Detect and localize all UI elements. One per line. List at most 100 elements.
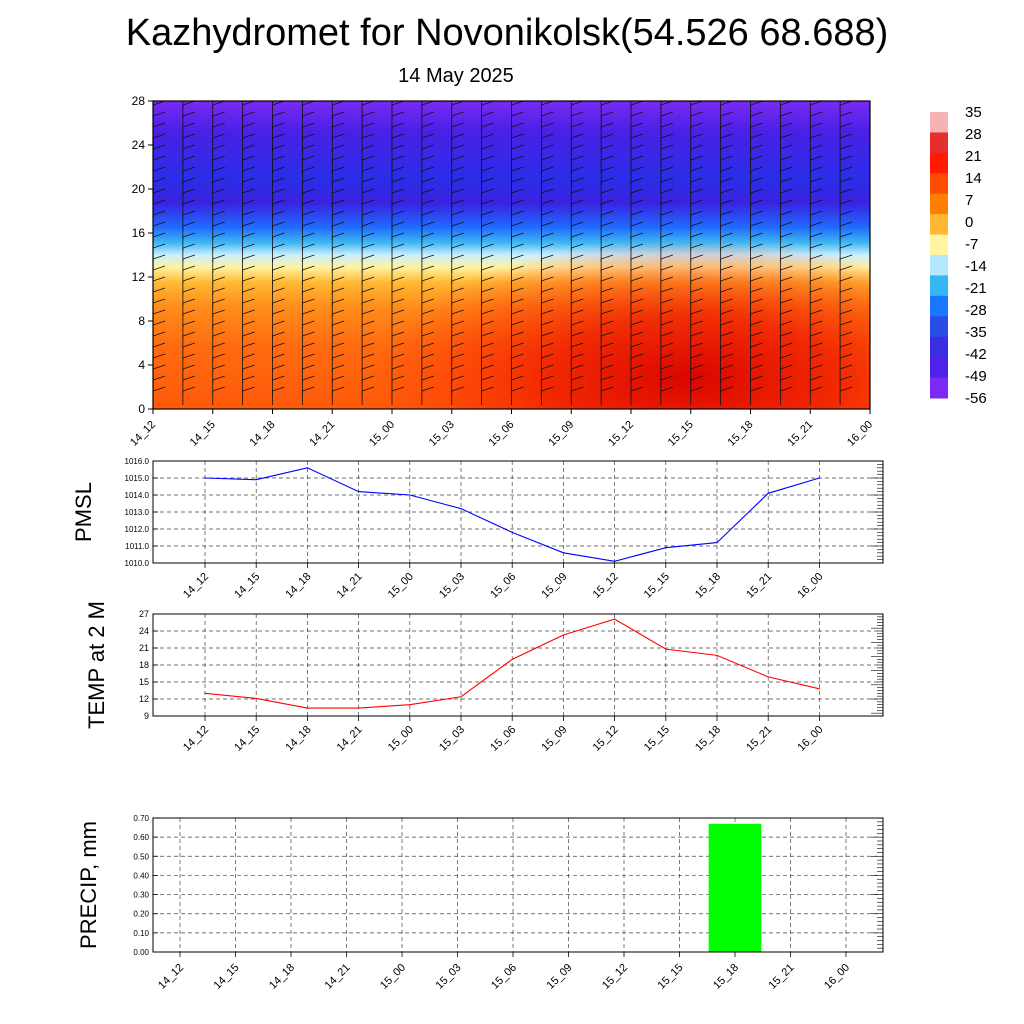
wind-barb	[153, 232, 166, 251]
barb-flag	[600, 309, 614, 315]
barb-flag	[391, 232, 405, 238]
barb-flag	[451, 144, 464, 150]
barb-flag	[302, 298, 315, 304]
barb-flag	[361, 331, 375, 337]
barb-flag	[421, 298, 435, 304]
barb-flag	[511, 155, 524, 161]
barb-flag	[780, 133, 793, 139]
barb-flag	[810, 177, 823, 183]
barb-flag	[421, 166, 435, 172]
barb-flag	[660, 276, 674, 282]
barb-flag	[182, 287, 196, 293]
y-tick-label: 0.70	[133, 814, 149, 823]
barb-flag	[839, 232, 853, 238]
barb-flag	[183, 90, 195, 94]
cross-section-x-axis: 14_12 14_15 14_18 14_21 15_00 15_03 15_06 15_09…	[128, 409, 875, 449]
barb-flag	[810, 122, 823, 128]
barb-flag	[630, 232, 644, 238]
data-point	[614, 618, 616, 620]
barb-flag	[153, 188, 166, 194]
barb-flag	[750, 210, 763, 216]
barb-flag	[780, 309, 793, 315]
barb-flag	[750, 342, 763, 348]
barb-flag	[721, 90, 733, 94]
barb-flag	[182, 111, 196, 117]
wind-barb	[869, 225, 870, 240]
barb-flag	[451, 166, 464, 172]
barb-flag	[421, 364, 435, 370]
barb-flag	[600, 331, 614, 337]
barb-flag	[153, 155, 166, 161]
barb-flag	[690, 232, 703, 238]
x-tick-label: 14_12	[128, 419, 158, 449]
wind-barb	[570, 101, 572, 108]
barb-flag	[302, 232, 315, 238]
barb-flag	[272, 101, 285, 106]
barb-flag	[839, 254, 853, 260]
barb-flag	[481, 111, 494, 117]
barb-flag	[272, 177, 285, 183]
colorbar-label: -21	[965, 280, 987, 297]
barb-flag	[332, 342, 345, 348]
barb-flag	[690, 276, 703, 282]
colorbar-swatch	[930, 357, 948, 379]
barb-flag	[153, 243, 166, 249]
barb-flag	[421, 188, 435, 194]
x-tick-label: 15_03	[437, 724, 467, 754]
barb-flag	[332, 386, 345, 392]
barb-flag	[302, 386, 315, 392]
barb-flag	[571, 298, 584, 304]
barb-flag	[511, 309, 524, 315]
wind-barb	[242, 101, 244, 108]
barb-flag	[242, 331, 255, 337]
barb-flag	[691, 90, 703, 94]
barb-flag	[153, 265, 166, 271]
barb-flag	[272, 188, 285, 194]
barb-flag	[690, 364, 703, 370]
barb-flag	[720, 243, 733, 249]
barb-flag	[451, 155, 464, 161]
barb-flag	[541, 331, 554, 337]
panel-frame	[152, 613, 884, 717]
barb-flag	[182, 309, 196, 315]
barb-flag	[630, 254, 644, 260]
barb-flag	[212, 232, 225, 238]
barb-flag	[869, 170, 870, 171]
barb-flag	[391, 309, 405, 315]
barb-flag	[361, 386, 375, 392]
barb-flag	[182, 210, 196, 216]
barb-flag	[690, 111, 703, 117]
barb-flag	[631, 90, 643, 94]
barb-flag	[332, 232, 345, 238]
barb-flag	[153, 320, 166, 326]
barb-flag	[750, 375, 763, 381]
x-tick-label: 15_21	[785, 419, 815, 449]
wind-barb	[153, 210, 166, 229]
y-tick-label: 0.10	[133, 929, 149, 938]
barb-flag	[512, 90, 524, 94]
barb-flag	[720, 111, 733, 117]
barb-flag	[451, 122, 464, 128]
barb-flag	[421, 254, 435, 260]
barb-flag	[839, 111, 853, 117]
barb-flag	[212, 122, 225, 128]
x-tick-label: 16_00	[795, 724, 825, 754]
x-tick-label: 15_06	[489, 962, 519, 992]
barb-flag	[600, 386, 614, 392]
barb-flag	[600, 342, 614, 348]
wind-barb	[869, 115, 870, 130]
data-point	[409, 704, 411, 706]
wind-barb	[153, 298, 166, 317]
barb-flag	[242, 342, 255, 348]
x-tick-label: 14_21	[307, 419, 337, 449]
barb-flag	[571, 243, 584, 249]
colorbar-swatch	[930, 132, 948, 154]
barb-flag	[810, 221, 823, 227]
wind-barbs	[153, 90, 870, 405]
barb-flag	[272, 199, 285, 205]
barb-flag	[182, 276, 196, 282]
barb-flag	[571, 364, 584, 370]
barb-flag	[451, 111, 464, 117]
barb-flag	[720, 166, 733, 172]
